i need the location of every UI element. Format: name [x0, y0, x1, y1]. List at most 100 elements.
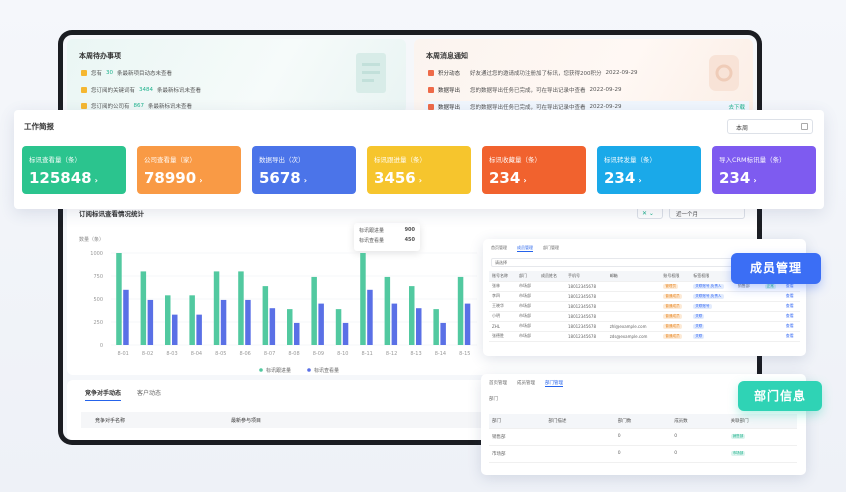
bar-followup — [189, 295, 195, 345]
table-cell[interactable]: 查看 — [785, 323, 794, 328]
todo-text: 条最新标讯未查看 — [148, 104, 193, 110]
table-cell: 普通成员 — [663, 314, 682, 319]
table-row[interactable]: 小明 市场部 18012345678 普通成员 关联 查看 — [489, 311, 800, 322]
stat-label: 标讯收藏量（条） — [489, 156, 541, 164]
dept-panel-tabs: 首页管理 成员管理 部门管理 — [489, 380, 563, 387]
todo-item[interactable]: 您有 30 条最新项目动态未查看 — [81, 69, 172, 77]
column-header: 竞争对手名称 — [95, 418, 126, 424]
todo-count[interactable]: 30 — [106, 70, 114, 76]
notice-title: 本周消息通知 — [426, 52, 468, 60]
bar-view — [464, 303, 471, 345]
todo-bullet-icon — [81, 87, 87, 93]
tab-home-manage[interactable]: 首页管理 — [489, 381, 507, 386]
table-cell: 18012345678 — [568, 283, 596, 289]
tooltip-label: 标讯查看量 — [359, 238, 385, 244]
stat-cards: 标讯查看量（条） 125848 › 公司查看量（家） 78990 › 数据导出（次） 5678… — [22, 146, 816, 194]
table-cell: 市场部 — [518, 293, 531, 298]
notice-tag: 数据导出 — [438, 88, 461, 94]
table-cell: 市场部 — [518, 283, 531, 288]
tab-dept-manage[interactable]: 部门管理 — [545, 381, 563, 387]
tab-home-manage[interactable]: 首页管理 — [491, 245, 507, 250]
bar-view — [220, 299, 227, 345]
notice-date: 2022-09-29 — [605, 70, 638, 76]
table-row[interactable]: 李四 市场部 18012345678 普通成员 关联账号,负责人 查看 — [489, 291, 800, 302]
stat-card[interactable]: 导入CRM标讯量（条） 234 › — [712, 146, 816, 194]
table-cell[interactable]: 查看 — [785, 313, 794, 318]
stat-number: 3456 — [374, 169, 416, 187]
bar-followup — [384, 276, 391, 345]
todo-count[interactable]: 3484 — [139, 87, 154, 93]
notice-item[interactable]: 数据导出 您的数据导出任务已完成，可在导出记录中查看 2022-09-29 — [428, 86, 622, 94]
bar-view — [147, 299, 154, 345]
column-header: 账号权限 — [660, 271, 691, 282]
work-report-banner: 工作简报 本周 标讯查看量（条） 125848 › 公司查看量（家） 78990 › 数据导… — [14, 110, 824, 209]
y-axis-label: 数量（条） — [79, 236, 104, 243]
y-tick-label: 1000 — [90, 251, 103, 257]
stat-card[interactable]: 公司查看量（家） 78990 › — [137, 146, 241, 194]
x-tick-label: 8-04 — [191, 351, 202, 357]
notice-bullet-icon — [428, 70, 434, 76]
table-row[interactable]: 市场部 0 0 市场部 — [489, 445, 797, 463]
bar-followup — [409, 286, 415, 345]
stat-value: 5678 › — [259, 169, 307, 187]
table-cell: 关联 — [693, 324, 705, 329]
table-cell: 0 — [674, 451, 678, 456]
column-header: 部门描述 — [545, 414, 615, 429]
stat-label: 标讯跟进量（条） — [374, 156, 426, 164]
table-cell: 关联账号,负责人 — [693, 294, 724, 299]
table-cell: 关联账号,负责人 — [693, 284, 724, 289]
table-cell: 正常 — [764, 284, 776, 289]
table-cell: 普通成员 — [663, 324, 682, 329]
table-cell: 市场部 — [730, 451, 746, 456]
stat-card[interactable]: 标讯收藏量（条） 234 › — [482, 146, 586, 194]
todo-text: 您订阅的关键词有 — [91, 88, 136, 94]
table-cell: 关联 — [693, 334, 705, 339]
tab-customer[interactable]: 客户动态 — [137, 390, 162, 397]
todo-count[interactable]: 867 — [133, 103, 145, 109]
table-row[interactable]: 销售部 0 0 销售部 — [489, 428, 797, 446]
column-header: 成员姓名 — [538, 271, 565, 282]
notice-illustration-icon — [709, 55, 739, 91]
tab-member-manage[interactable]: 成员管理 — [517, 245, 533, 252]
table-row[interactable]: ZHL 市场部 18012345678 zhl@example.com 普通成员 关联 查看 — [489, 321, 800, 332]
stat-card[interactable]: 标讯查看量（条） 125848 › — [22, 146, 126, 194]
tab-competitor[interactable]: 竞争对手动态 — [85, 388, 122, 401]
table-cell: 张德胜 — [492, 333, 504, 338]
tooltip-value: 900 — [404, 227, 415, 233]
x-tick-label: 8-09 — [313, 351, 324, 357]
tab-member-manage[interactable]: 成员管理 — [517, 381, 535, 386]
table-row[interactable]: 张林 市场部 18012345678 管理员 关联账号,负责人 销售部 正常 查看 — [489, 281, 800, 292]
table-row[interactable]: 张德胜 市场部 18012345678 zds@example.com 普通成员 关联 查看 — [489, 331, 800, 342]
calendar-icon — [801, 123, 808, 130]
download-link[interactable]: 去下载 — [728, 105, 745, 111]
todo-item[interactable]: 您订阅的公司有 867 条最新标讯未查看 — [81, 102, 192, 110]
table-cell: 李四 — [492, 293, 500, 298]
y-tick-label: 750 — [93, 274, 103, 280]
tab-dept-manage[interactable]: 部门管理 — [543, 245, 559, 250]
table-cell[interactable]: 查看 — [785, 333, 794, 338]
stat-number: 234 — [719, 169, 751, 187]
x-tick-label: 8-01 — [118, 351, 129, 357]
bar-view — [294, 322, 300, 345]
table-cell: 18012345678 — [568, 323, 596, 329]
stat-card[interactable]: 数据导出（次） 5678 › — [252, 146, 356, 194]
todo-item[interactable]: 您订阅的关键词有 3484 条最新标讯未查看 — [81, 86, 201, 94]
table-cell[interactable]: 查看 — [785, 293, 794, 298]
stat-card[interactable]: 标讯转发量（条） 234 › — [597, 146, 701, 194]
bar-view — [391, 303, 398, 345]
notice-bullet-icon — [428, 87, 434, 93]
table-cell: 管理员 — [663, 284, 679, 289]
bar-view — [342, 322, 349, 345]
table-cell[interactable]: 查看 — [785, 303, 794, 308]
bar-followup — [360, 253, 366, 345]
table-cell[interactable]: 查看 — [785, 283, 794, 288]
todo-title: 本周待办事项 — [79, 52, 121, 60]
column-header: 邮箱 — [606, 271, 661, 282]
notice-item[interactable]: 积分动态 好友通过您的邀请成功注册加了标讯，您获得200积分 2022-09-2… — [428, 69, 637, 77]
stat-label: 标讯查看量（条） — [29, 156, 81, 164]
legend-marker — [259, 368, 263, 372]
table-row[interactable]: 王晓华 市场部 18012345678 普通成员 关联账号 查看 — [489, 301, 800, 312]
report-period-value: 本周 — [736, 125, 749, 132]
report-period-select[interactable]: 本周 — [727, 119, 813, 134]
stat-card[interactable]: 标讯跟进量（条） 3456 › — [367, 146, 471, 194]
